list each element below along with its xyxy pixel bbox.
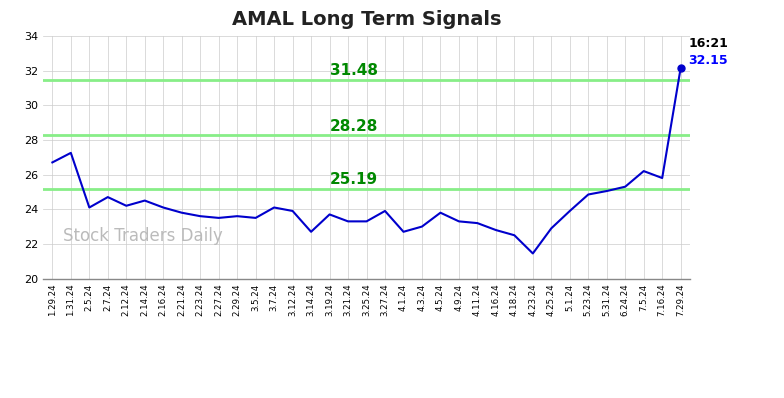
Text: 32.15: 32.15 [688,55,728,67]
Text: 25.19: 25.19 [329,172,378,187]
Title: AMAL Long Term Signals: AMAL Long Term Signals [232,10,501,29]
Text: Stock Traders Daily: Stock Traders Daily [63,226,223,245]
Text: 16:21: 16:21 [688,37,728,50]
Text: 31.48: 31.48 [329,63,378,78]
Text: 28.28: 28.28 [329,119,378,134]
